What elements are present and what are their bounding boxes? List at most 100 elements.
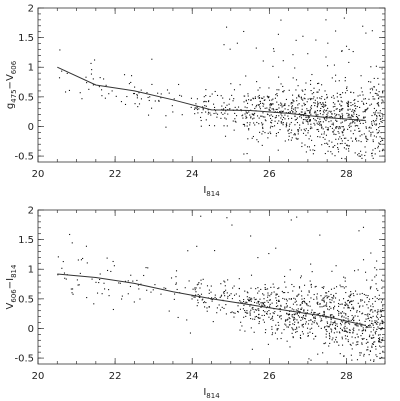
scatter-point (369, 350, 372, 352)
scatter-point (351, 314, 353, 317)
scatter-point (373, 359, 375, 361)
scatter-point (92, 78, 94, 80)
scatter-point (309, 280, 311, 282)
scatter-point (225, 313, 227, 315)
scatter-point (381, 287, 383, 289)
scatter-point (136, 93, 138, 96)
scatter-point (296, 328, 298, 330)
scatter-point (313, 317, 315, 319)
scatter-point (376, 316, 378, 319)
scatter-point (361, 299, 363, 301)
scatter-point (352, 306, 354, 308)
scatter-point (307, 121, 309, 123)
scatter-point (379, 338, 381, 340)
scatter-point (340, 286, 342, 288)
scatter-point (251, 298, 253, 300)
scatter-point (380, 314, 382, 316)
scatter-point (99, 77, 101, 79)
scatter-point (292, 111, 294, 113)
scatter-point (313, 102, 315, 104)
scatter-point (61, 70, 63, 72)
scatter-point (284, 323, 286, 325)
scatter-point (252, 318, 254, 320)
scatter-point (264, 119, 266, 121)
scatter-point (375, 345, 377, 348)
scatter-point (322, 106, 324, 108)
x-tick-label: 20 (32, 371, 45, 382)
scatter-point (375, 348, 377, 350)
scatter-point (344, 330, 346, 332)
scatter-point (280, 102, 282, 104)
scatter-point (350, 137, 352, 139)
scatter-point (334, 322, 336, 324)
scatter-point (374, 309, 376, 312)
scatter-point (292, 99, 294, 101)
scatter-point (262, 127, 264, 130)
scatter-point (324, 295, 326, 297)
scatter-point (339, 117, 341, 119)
scatter-point (284, 108, 286, 110)
scatter-point (370, 135, 372, 137)
scatter-point (208, 100, 210, 102)
scatter-point (380, 346, 382, 348)
scatter-point (338, 314, 340, 316)
scatter-point (371, 309, 373, 311)
scatter-point (306, 146, 309, 148)
ticks: 20 22 24 26 28-0.500.511.52 (14, 206, 386, 382)
scatter-point (360, 300, 362, 302)
scatter-point (194, 113, 196, 115)
scatter-point (227, 279, 229, 281)
scatter-point (324, 118, 326, 120)
scatter-point (323, 117, 325, 119)
scatter-point (349, 294, 351, 296)
scatter-point (329, 116, 331, 118)
scatter-point (223, 44, 225, 46)
scatter-point (309, 331, 311, 333)
scatter-point (321, 144, 323, 146)
scatter-point (341, 101, 343, 103)
scatter-point (348, 125, 350, 127)
scatter-point (368, 81, 370, 83)
scatter-point (341, 116, 343, 118)
scatter-point (77, 259, 79, 261)
scatter-point (193, 108, 196, 110)
scatter-point (309, 119, 311, 121)
scatter-point (163, 287, 165, 289)
scatter-point (305, 151, 307, 153)
scatter-point (287, 318, 289, 320)
scatter-point (215, 110, 217, 112)
scatter-point (68, 89, 71, 91)
scatter-point (319, 118, 321, 120)
scatter-point (330, 328, 332, 330)
scatter-point (349, 116, 351, 118)
scatter-point (310, 319, 312, 321)
scatter-point (345, 303, 347, 305)
scatter-point (359, 122, 361, 124)
scatter-point (273, 291, 275, 293)
scatter-point (357, 154, 359, 156)
scatter-point (335, 328, 337, 330)
scatter-point (334, 144, 336, 147)
scatter-point (268, 316, 270, 318)
scatter-point (379, 311, 381, 313)
scatter-point (299, 316, 301, 318)
scatter-point (196, 98, 198, 100)
scatter-point (245, 99, 247, 101)
scatter-point (317, 136, 319, 138)
scatter-point (306, 108, 308, 110)
scatter-point (223, 125, 225, 127)
scatter-point (216, 307, 218, 309)
scatter-point (307, 323, 310, 325)
scatter-point (319, 316, 321, 318)
scatter-point (381, 68, 383, 70)
scatter-point (262, 60, 264, 62)
scatter-point (294, 107, 296, 109)
scatter-point (292, 303, 294, 305)
scatter-point (277, 33, 279, 35)
scatter-point (320, 295, 322, 297)
scatter-point (253, 301, 256, 303)
scatter-point (196, 109, 198, 111)
scatter-point (370, 131, 372, 134)
scatter-point (200, 215, 202, 217)
scatter-point (253, 331, 255, 333)
